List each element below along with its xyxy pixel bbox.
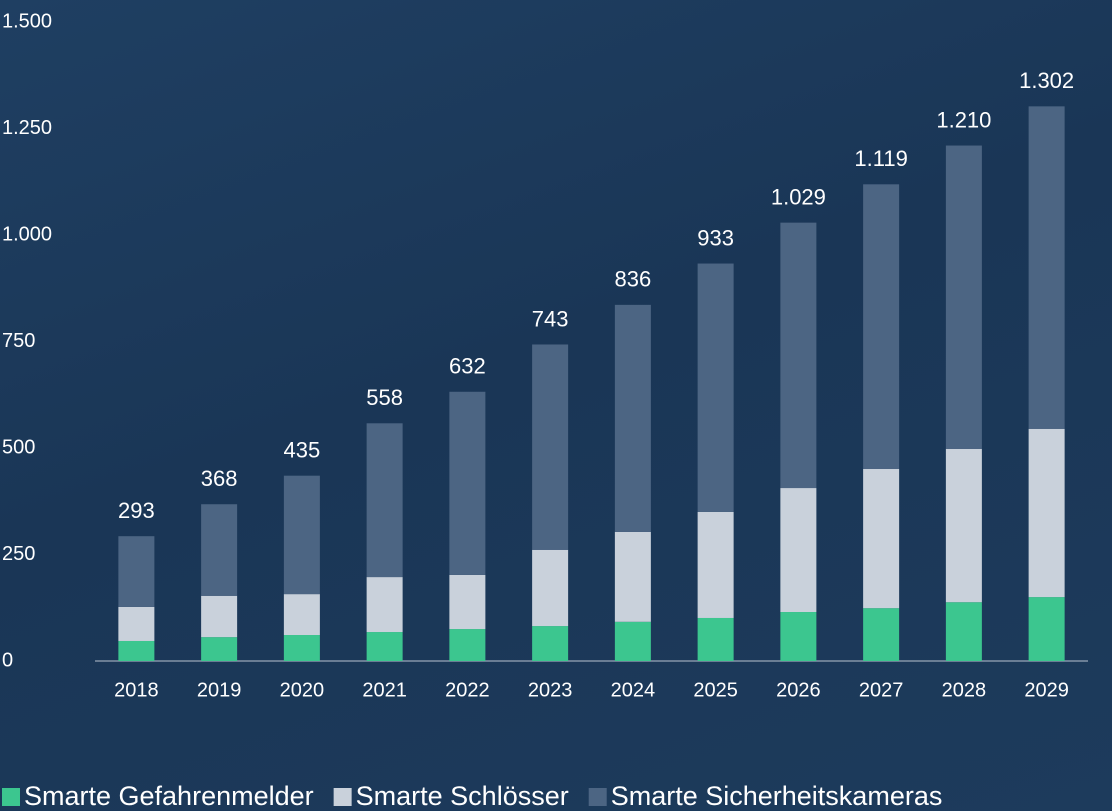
legend-label: Smarte Sicherheitskameras xyxy=(611,781,943,811)
x-tick-label: 2018 xyxy=(114,679,159,701)
bar-segment xyxy=(697,617,734,661)
bar-segment xyxy=(449,391,486,575)
bar-segment xyxy=(945,145,982,449)
x-tick-label: 2024 xyxy=(611,679,656,701)
bar-segment xyxy=(945,448,982,603)
bar-segment xyxy=(614,621,651,661)
bar-segment xyxy=(118,536,155,607)
bar-segment xyxy=(863,468,900,609)
total-label: 435 xyxy=(284,438,321,463)
x-tick-label: 2023 xyxy=(528,679,573,701)
bar-segment xyxy=(449,574,486,630)
bar-segment xyxy=(1028,106,1065,429)
legend-swatch xyxy=(333,788,352,806)
bar-segment xyxy=(945,602,982,661)
bar-segment xyxy=(697,511,734,618)
y-tick-label: 1.000 xyxy=(2,223,52,245)
bar-segment xyxy=(532,549,569,627)
bar-segment xyxy=(863,184,900,469)
bar-segment xyxy=(614,531,651,622)
x-tick-label: 2027 xyxy=(859,679,904,701)
x-tick-label: 2026 xyxy=(776,679,821,701)
total-label: 632 xyxy=(449,354,486,379)
bar-segment xyxy=(780,488,817,613)
bar-segment xyxy=(283,594,320,636)
bar-segment xyxy=(780,612,817,661)
total-label: 558 xyxy=(366,385,403,410)
bar-segment xyxy=(366,577,403,633)
bar-segment xyxy=(697,263,734,512)
total-label: 1.210 xyxy=(936,107,991,132)
legend-swatch xyxy=(2,788,20,806)
bar-segment xyxy=(366,632,403,661)
y-tick-label: 0 xyxy=(2,649,13,671)
total-label: 836 xyxy=(615,267,652,292)
bar-segment xyxy=(201,595,238,638)
y-tick-label: 750 xyxy=(2,330,35,352)
y-tick-label: 1.250 xyxy=(2,117,52,139)
bar-segment xyxy=(1028,597,1065,661)
x-tick-label: 2029 xyxy=(1024,679,1069,701)
total-label: 933 xyxy=(697,225,734,250)
x-tick-label: 2028 xyxy=(942,679,987,701)
x-tick-label: 2025 xyxy=(693,679,738,701)
bar-segment xyxy=(283,635,320,661)
bar-segment xyxy=(449,629,486,661)
y-tick-label: 250 xyxy=(2,543,35,565)
bar-segment xyxy=(118,640,155,661)
x-tick-label: 2022 xyxy=(445,679,490,701)
x-tick-label: 2021 xyxy=(362,679,407,701)
x-tick-label: 2020 xyxy=(280,679,325,701)
total-label: 1.302 xyxy=(1019,68,1074,93)
total-label: 743 xyxy=(532,306,569,331)
bar-segment xyxy=(366,423,403,578)
bar-segment xyxy=(1028,428,1065,598)
bar-segment xyxy=(532,344,569,550)
total-label: 293 xyxy=(118,498,155,523)
bar-segment xyxy=(118,606,155,641)
y-tick-label: 500 xyxy=(2,436,35,458)
bar-segment xyxy=(201,504,238,596)
bar-segment xyxy=(863,608,900,661)
bar-segment xyxy=(201,637,238,661)
x-tick-label: 2019 xyxy=(197,679,242,701)
legend-label: Smarte Gefahrenmelder xyxy=(24,781,314,811)
bar-segment xyxy=(532,626,569,661)
total-label: 1.119 xyxy=(854,146,907,171)
bar-segment xyxy=(283,475,320,595)
total-label: 1.029 xyxy=(771,184,826,209)
total-label: 368 xyxy=(201,466,238,491)
legend-label: Smarte Schlösser xyxy=(356,781,569,811)
y-tick-label: 1.500 xyxy=(2,10,52,32)
legend-swatch xyxy=(588,788,607,806)
bar-segment xyxy=(780,222,817,489)
bar-segment xyxy=(614,304,651,532)
